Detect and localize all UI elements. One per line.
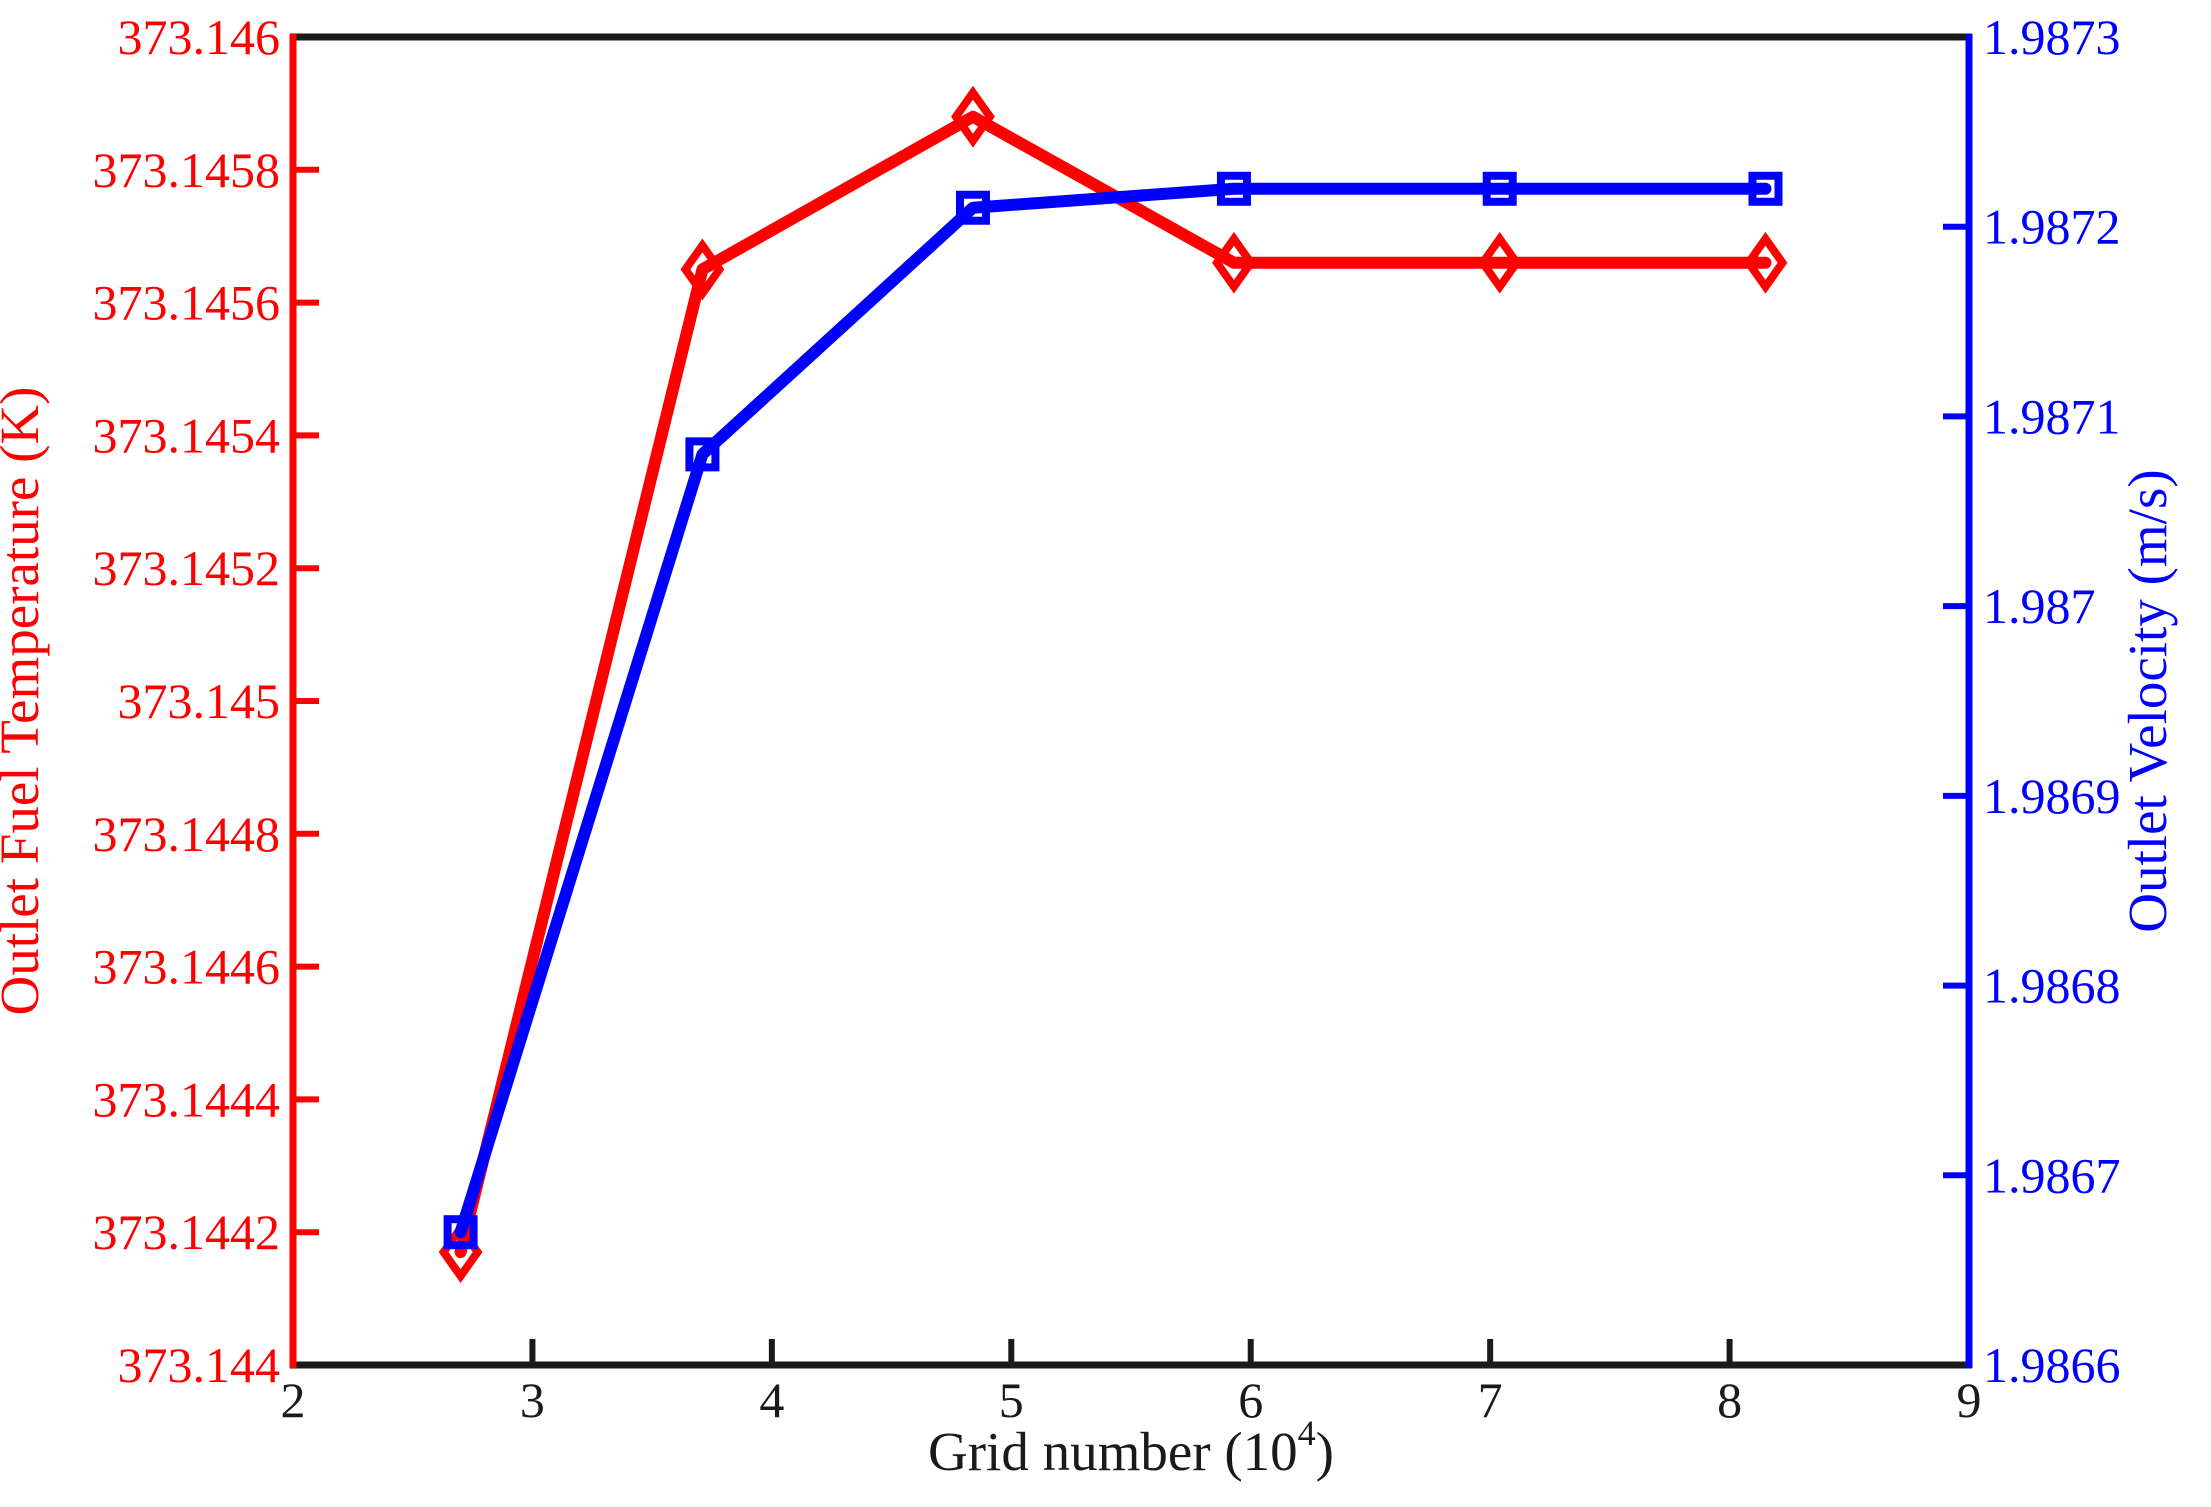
x-axis-tick-label: 7	[1478, 1372, 1503, 1428]
x-axis-tick-label: 2	[281, 1372, 306, 1428]
series-velocity-marker-square	[1748, 171, 1783, 206]
series-temperature	[438, 85, 1788, 1284]
left-axis: 373.144 373.1442 373.1444 373.1446 373.1448 3…	[0, 9, 319, 1393]
left-axis-tick-label: 373.1454	[93, 407, 281, 463]
right-axis: 1.9866 1.9867 1.9868 1.9869 1.987 1.9871 1.987…	[1943, 9, 2178, 1393]
x-axis-tick-label: 8	[1717, 1372, 1742, 1428]
series-temperature-marker-diamond	[1477, 231, 1522, 294]
left-axis-title: Outlet Fuel Temperature (K)	[0, 387, 50, 1016]
left-axis-tick-label: 373.145	[118, 673, 281, 729]
right-axis-tick-label: 1.9868	[1983, 958, 2121, 1014]
left-axis-tick-label: 373.1458	[93, 142, 281, 198]
series-temperature-marker-diamond	[1212, 231, 1256, 294]
left-axis-tick-label: 373.1452	[93, 540, 281, 596]
left-axis-tick-label: 373.1446	[93, 939, 281, 995]
right-axis-tick-label: 1.9869	[1983, 768, 2121, 824]
series-velocity-marker-square	[955, 190, 990, 225]
left-axis-tick-label: 373.1448	[93, 806, 281, 862]
left-axis-tick-label: 373.144	[118, 1337, 281, 1393]
right-axis-tick-label: 1.9866	[1983, 1337, 2121, 1393]
x-axis-title-base: Grid number (10	[928, 1421, 1298, 1482]
series-velocity-marker-square	[1482, 171, 1517, 206]
series-temperature-marker-diamond	[680, 238, 725, 301]
left-axis-tick-label: 373.1444	[93, 1071, 281, 1127]
x-axis-tick-label: 9	[1957, 1372, 1982, 1428]
series-temperature-line	[454, 110, 1772, 1259]
series-velocity-marker-square	[1216, 171, 1251, 206]
x-axis-tick-label: 5	[999, 1372, 1024, 1428]
series-velocity-marker-square	[443, 1215, 478, 1250]
x-axis-tick-label: 6	[1238, 1372, 1263, 1428]
right-axis-tick-label: 1.987	[1983, 578, 2096, 634]
right-axis-title: Outlet Velocity (m/s)	[2117, 469, 2178, 932]
plot-spines	[289, 33, 1973, 1369]
right-axis-tick-label: 1.9873	[1983, 9, 2121, 65]
x-axis-tick-label: 3	[520, 1372, 545, 1428]
series-temperature-marker-diamond	[951, 85, 995, 148]
left-axis-tick-label: 373.1456	[93, 275, 281, 331]
series-velocity-line	[454, 182, 1772, 1239]
left-axis-tick-label: 373.146	[118, 9, 281, 65]
series-velocity	[443, 171, 1783, 1250]
left-axis-tick-label: 373.1442	[93, 1204, 281, 1260]
x-axis-tick-label: 4	[759, 1372, 784, 1428]
series-velocity-marker-square	[685, 437, 720, 472]
right-axis-tick-label: 1.9867	[1983, 1147, 2121, 1203]
right-axis-tick-label: 1.9871	[1983, 388, 2121, 444]
x-axis-title: Grid number (104)	[928, 1413, 1334, 1482]
right-axis-tick-label: 1.9872	[1983, 199, 2121, 255]
x-axis-title-superscript: 4	[1298, 1413, 1316, 1453]
x-axis-title-close: )	[1316, 1421, 1334, 1482]
series-temperature-marker-diamond	[1743, 231, 1788, 294]
